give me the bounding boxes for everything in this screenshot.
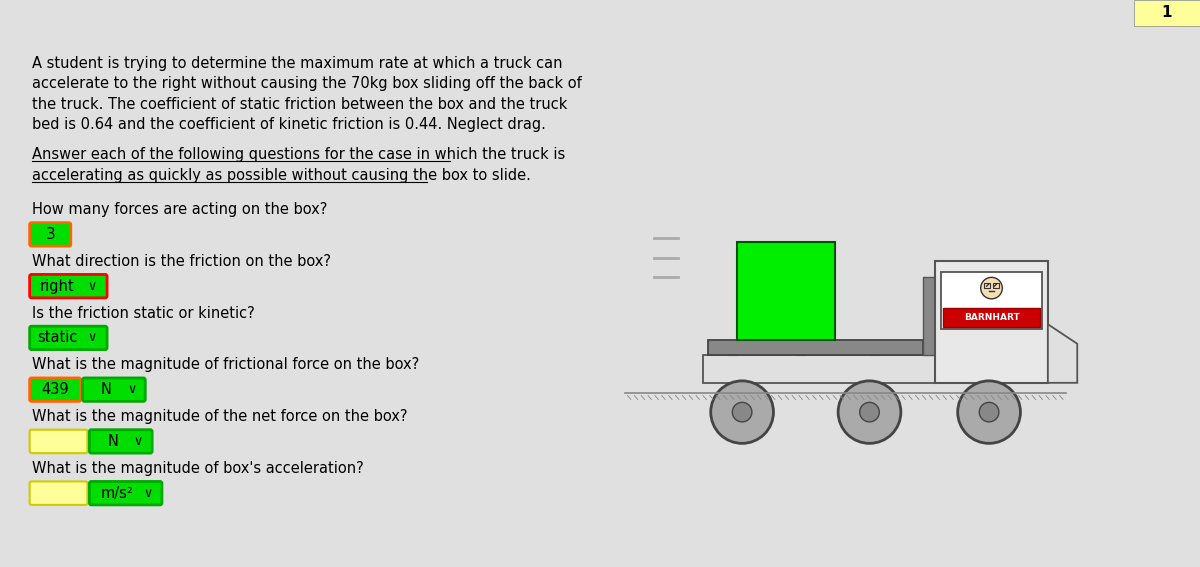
Text: A student is trying to determine the maximum rate at which a truck can: A student is trying to determine the max… [31, 56, 562, 71]
Text: accelerating as quickly as possible without causing the box to slide.: accelerating as quickly as possible with… [31, 168, 530, 183]
FancyBboxPatch shape [30, 223, 71, 246]
Bar [943, 308, 1040, 327]
Bar [1134, 0, 1200, 26]
Text: bed is 0.64 and the coefficient of kinetic friction is 0.44. Neglect drag.: bed is 0.64 and the coefficient of kinet… [31, 117, 546, 132]
Polygon shape [1048, 324, 1078, 383]
Text: Answer each of the following questions for the case in which the truck is: Answer each of the following questions f… [31, 147, 565, 163]
Circle shape [732, 403, 752, 422]
Text: ∨: ∨ [127, 383, 136, 396]
Text: Is the friction static or kinetic?: Is the friction static or kinetic? [31, 306, 254, 321]
Text: right: right [40, 278, 74, 294]
Text: ∨: ∨ [88, 280, 97, 293]
FancyBboxPatch shape [83, 378, 145, 401]
FancyBboxPatch shape [30, 274, 107, 298]
Text: ∨: ∨ [88, 331, 97, 344]
Bar [935, 261, 1048, 383]
Bar [737, 242, 835, 340]
Text: What is the magnitude of the net force on the box?: What is the magnitude of the net force o… [31, 409, 407, 424]
Circle shape [838, 381, 901, 443]
Bar [994, 284, 1000, 288]
Circle shape [710, 381, 774, 443]
Text: N: N [108, 434, 119, 449]
Text: 1: 1 [1162, 5, 1171, 20]
Text: ∨: ∨ [144, 486, 152, 500]
FancyBboxPatch shape [90, 481, 162, 505]
Circle shape [980, 277, 1002, 299]
Text: N: N [101, 382, 112, 397]
Circle shape [859, 403, 880, 422]
Circle shape [958, 381, 1020, 443]
FancyBboxPatch shape [30, 481, 88, 505]
Text: 439: 439 [41, 382, 68, 397]
Bar [703, 356, 1026, 383]
Text: What is the magnitude of box's acceleration?: What is the magnitude of box's accelerat… [31, 461, 364, 476]
Text: BARNHART: BARNHART [964, 313, 1019, 322]
FancyBboxPatch shape [90, 430, 152, 453]
Text: ∨: ∨ [134, 435, 143, 448]
Text: m/s²: m/s² [101, 486, 133, 501]
Text: static: static [37, 331, 77, 345]
Bar [924, 277, 935, 356]
Text: How many forces are acting on the box?: How many forces are acting on the box? [31, 202, 326, 217]
Text: What direction is the friction on the box?: What direction is the friction on the bo… [31, 254, 331, 269]
FancyBboxPatch shape [30, 326, 107, 350]
Circle shape [979, 403, 998, 422]
Text: What is the magnitude of frictional force on the box?: What is the magnitude of frictional forc… [31, 357, 419, 373]
Text: accelerate to the right without causing the 70kg box sliding off the back of: accelerate to the right without causing … [31, 76, 581, 91]
Text: the truck. The coefficient of static friction between the box and the truck: the truck. The coefficient of static fri… [31, 97, 566, 112]
FancyBboxPatch shape [30, 430, 88, 453]
FancyBboxPatch shape [30, 378, 80, 401]
Bar [708, 340, 924, 356]
Bar [941, 273, 1042, 329]
Bar [984, 284, 990, 288]
Text: 3: 3 [46, 227, 55, 242]
